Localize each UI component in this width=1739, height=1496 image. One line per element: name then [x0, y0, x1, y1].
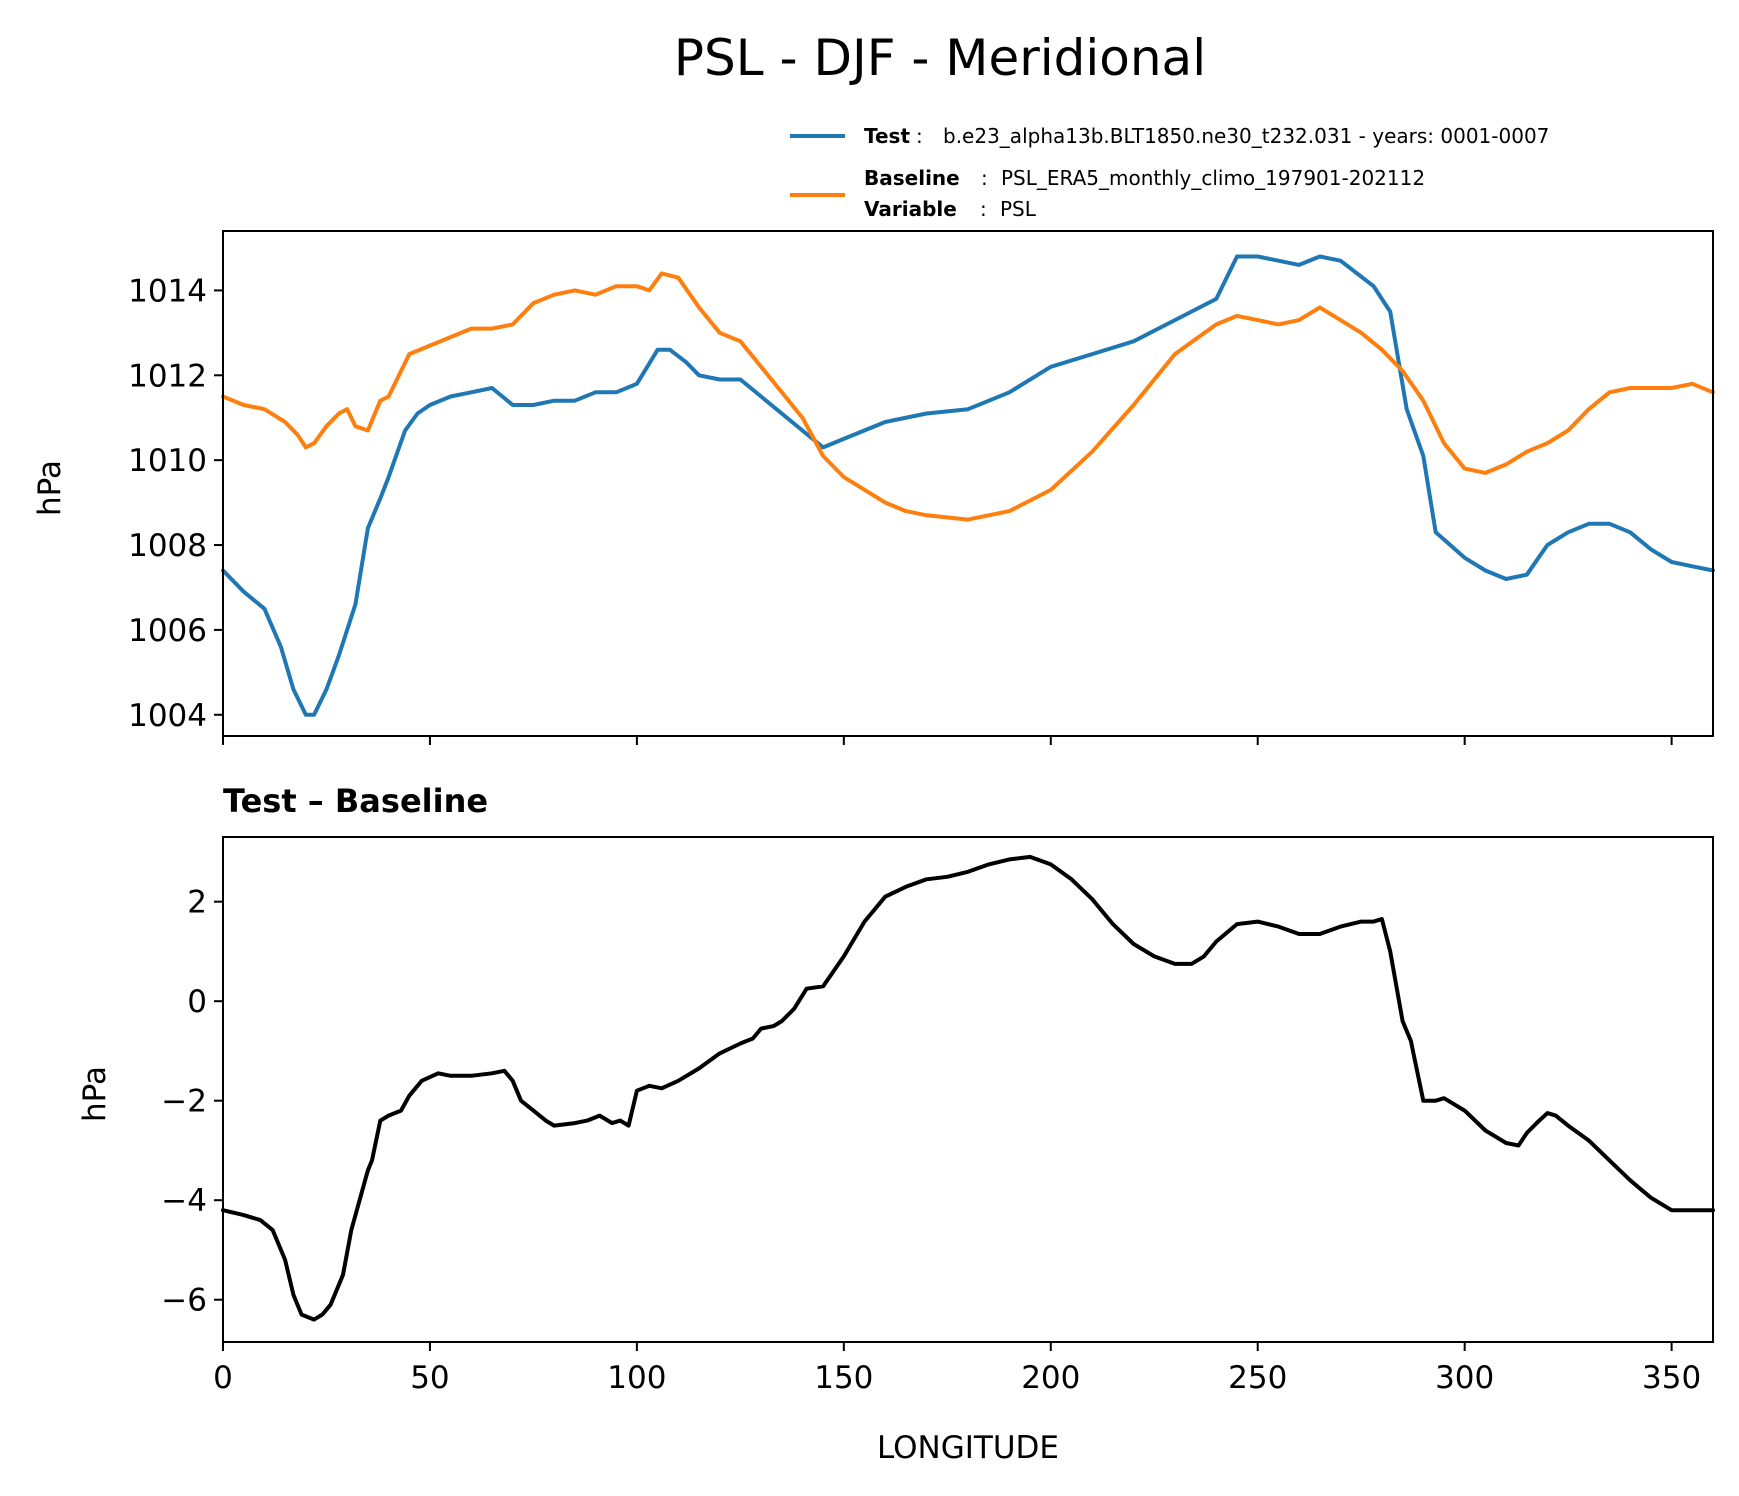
top-ytick-label: 1004	[128, 698, 207, 734]
bottom-xtick-label: 50	[410, 1360, 449, 1396]
top-axes-frame	[222, 230, 1714, 737]
bottom-xtick-label: 100	[607, 1360, 666, 1396]
top-panel: 1004 1006 1008 1010 1012 1014 hPa	[32, 230, 1715, 745]
legend-baseline-value: PSL_ERA5_monthly_climo_197901-202112	[1001, 166, 1425, 190]
legend: Test : b.e23_alpha13b.BLT1850.ne30_t232.…	[790, 124, 1549, 221]
top-ytick-label: 1014	[128, 273, 207, 309]
bottom-subtitle: Test – Baseline	[223, 782, 488, 820]
bottom-axes-ticks: 0 50 100 150 200 250 300 350 −6 −4 −2 0 2	[161, 885, 1701, 1396]
legend-baseline-sep: :	[981, 166, 988, 190]
legend-test-sep: :	[916, 124, 923, 148]
top-ytick-label: 1012	[128, 358, 207, 394]
top-ylabel: hPa	[32, 460, 68, 516]
x-axis-label: LONGITUDE	[877, 1430, 1059, 1466]
bottom-ylabel: hPa	[77, 1066, 113, 1122]
top-axes-ticks: 1004 1006 1008 1010 1012 1014	[128, 273, 1673, 745]
bottom-xtick-label: 350	[1642, 1360, 1701, 1396]
bottom-series	[221, 854, 1715, 1322]
figure-title: PSL - DJF - Meridional	[674, 29, 1206, 87]
bottom-xtick-label: 150	[814, 1360, 873, 1396]
bottom-ytick-label: −6	[161, 1283, 207, 1319]
bottom-panel: Test – Baseline 0 50 100 150 200 250 300 350 −6 −…	[77, 782, 1715, 1466]
bottom-ytick-label: 0	[187, 984, 207, 1020]
bottom-axes-frame	[222, 836, 1714, 1343]
legend-baseline-key: Baseline	[864, 166, 960, 190]
legend-variable-key: Variable	[864, 197, 957, 221]
bottom-xtick-label: 200	[1021, 1360, 1080, 1396]
top-ytick-label: 1008	[128, 528, 207, 564]
top-ytick-label: 1006	[128, 613, 207, 649]
top-series	[221, 254, 1715, 717]
bottom-series-line-test-baseline	[221, 854, 1715, 1322]
bottom-ytick-label: −2	[161, 1084, 207, 1120]
bottom-xtick-label: 0	[213, 1360, 233, 1396]
legend-test-value: b.e23_alpha13b.BLT1850.ne30_t232.031 - y…	[943, 124, 1549, 148]
legend-test-key: Test	[864, 124, 910, 148]
bottom-ytick-label: 2	[187, 885, 207, 921]
top-ytick-label: 1010	[128, 443, 207, 479]
top-series-line-test	[221, 254, 1715, 717]
top-series-line-baseline	[221, 271, 1715, 522]
bottom-ytick-label: −4	[161, 1183, 207, 1219]
legend-variable-sep: :	[980, 197, 987, 221]
bottom-xtick-label: 250	[1228, 1360, 1287, 1396]
legend-variable-value: PSL	[1000, 197, 1037, 221]
bottom-xtick-label: 300	[1435, 1360, 1494, 1396]
